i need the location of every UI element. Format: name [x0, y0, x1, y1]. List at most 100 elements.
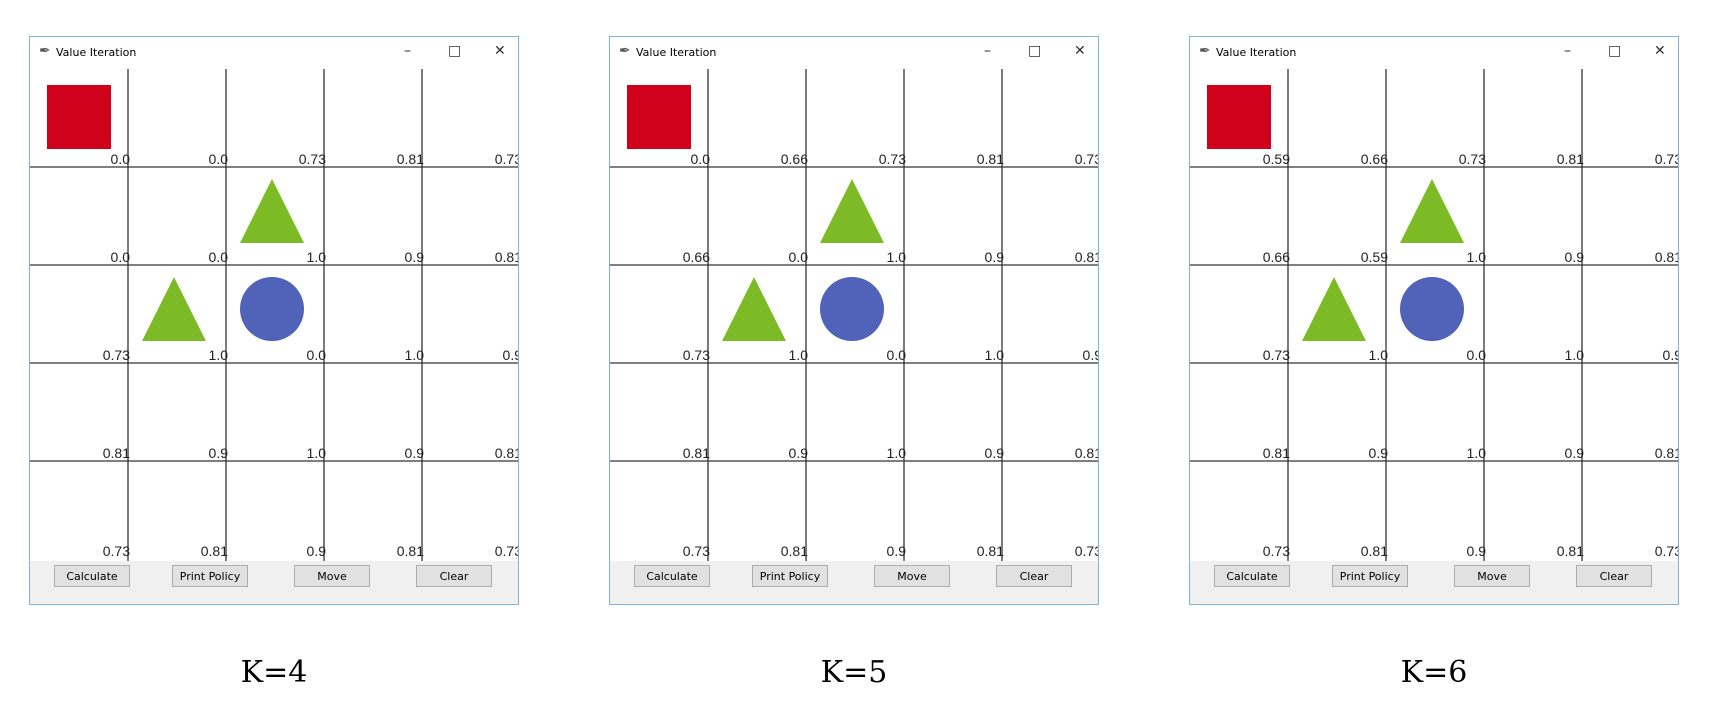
state-value: 0.0 [1467, 347, 1487, 363]
state-value: 0.73 [683, 543, 710, 559]
blue-circle [240, 277, 304, 341]
state-value: 0.9 [789, 445, 809, 461]
state-value: 0.81 [977, 543, 1004, 559]
state-value: 0.0 [789, 249, 809, 265]
button[interactable]: Calculate [1214, 565, 1290, 587]
state-value: 0.81 [201, 543, 228, 559]
state-value: 0.9 [985, 445, 1005, 461]
green-triangle [820, 179, 884, 243]
maximize-button[interactable]: □ [1608, 43, 1622, 59]
state-value: 0.0 [209, 249, 229, 265]
state-value: 0.81 [1557, 543, 1584, 559]
state-value: 0.73 [1459, 151, 1486, 167]
state-value: 1.0 [789, 347, 809, 363]
caption: K=6 [1400, 655, 1468, 690]
button[interactable]: Calculate [54, 565, 130, 587]
green-triangle [722, 277, 786, 341]
state-value: 0.73 [879, 151, 906, 167]
window-title: Value Iteration [1216, 46, 1297, 59]
red-square [1207, 85, 1271, 149]
state-value: 0.81 [1075, 445, 1099, 461]
minimize-button[interactable]: – [984, 43, 991, 59]
button[interactable]: Calculate [634, 565, 710, 587]
button[interactable]: Clear [416, 565, 492, 587]
button[interactable]: Move [1454, 565, 1530, 587]
state-value: 0.81 [397, 543, 424, 559]
maximize-button[interactable]: □ [1028, 43, 1042, 59]
state-value: 1.0 [307, 445, 327, 461]
grid-canvas: 0.0 0.0 0.73 0.81 0.73 0.0 0.0 1.0 0.9 0.81 0.73 1.… [30, 69, 519, 561]
state-value: 1.0 [1369, 347, 1389, 363]
minimize-button[interactable]: – [404, 43, 411, 59]
maximize-button[interactable]: □ [448, 43, 462, 59]
red-square [47, 85, 111, 149]
button-bar: Calculate Print Policy Move Clear [1190, 561, 1678, 604]
state-value: 0.73 [1655, 543, 1679, 559]
state-value: 0.73 [103, 543, 130, 559]
button[interactable]: Clear [996, 565, 1072, 587]
button[interactable]: Print Policy [172, 565, 248, 587]
state-value: 1.0 [1467, 445, 1487, 461]
state-value: 0.81 [495, 249, 519, 265]
title-bar: ✒ Value Iteration – □ ✕ [610, 37, 1098, 69]
state-value: 0.9 [1467, 543, 1487, 559]
state-value: 0.73 [103, 347, 130, 363]
close-button[interactable]: ✕ [1074, 43, 1086, 59]
state-value: 0.9 [1369, 445, 1389, 461]
state-value: 0.0 [691, 151, 711, 167]
blue-circle [820, 277, 884, 341]
state-value: 0.73 [1655, 151, 1679, 167]
button-bar: Calculate Print Policy Move Clear [610, 561, 1098, 604]
grid-canvas: 0.0 0.66 0.73 0.81 0.73 0.66 0.0 1.0 0.9 0.81 0.73… [610, 69, 1099, 561]
state-value: 1.0 [1565, 347, 1585, 363]
state-value: 0.73 [1075, 151, 1099, 167]
caption: K=5 [820, 655, 888, 690]
state-value: 0.9 [503, 347, 519, 363]
close-button[interactable]: ✕ [494, 43, 506, 59]
state-value: 0.81 [1361, 543, 1388, 559]
app-icon: ✒ [39, 43, 51, 59]
state-value: 0.73 [1075, 543, 1099, 559]
button[interactable]: Move [294, 565, 370, 587]
window: ✒ Value Iteration – □ ✕ 0.0 0.66 0.73 0.81 0.73 0.… [609, 36, 1099, 605]
state-value: 0.73 [1263, 543, 1290, 559]
state-value: 1.0 [887, 249, 907, 265]
button[interactable]: Move [874, 565, 950, 587]
state-value: 0.0 [307, 347, 327, 363]
caption: K=4 [240, 655, 308, 690]
state-value: 0.66 [1263, 249, 1290, 265]
state-value: 0.0 [887, 347, 907, 363]
state-value: 0.59 [1263, 151, 1290, 167]
state-value: 0.81 [103, 445, 130, 461]
state-value: 0.81 [495, 445, 519, 461]
minimize-button[interactable]: – [1564, 43, 1571, 59]
state-value: 0.81 [1075, 249, 1099, 265]
button[interactable]: Clear [1576, 565, 1652, 587]
state-value: 0.0 [209, 151, 229, 167]
close-button[interactable]: ✕ [1654, 43, 1666, 59]
state-value: 1.0 [887, 445, 907, 461]
state-value: 0.73 [299, 151, 326, 167]
state-value: 0.9 [307, 543, 327, 559]
window: ✒ Value Iteration – □ ✕ 0.0 0.0 0.73 0.81 0.73 0.0… [29, 36, 519, 605]
state-value: 0.9 [405, 445, 425, 461]
button[interactable]: Print Policy [752, 565, 828, 587]
green-triangle [1400, 179, 1464, 243]
state-value: 0.9 [887, 543, 907, 559]
window-title: Value Iteration [56, 46, 137, 59]
blue-circle [1400, 277, 1464, 341]
state-value: 0.0 [111, 249, 131, 265]
state-value: 0.73 [683, 347, 710, 363]
state-value: 1.0 [209, 347, 229, 363]
green-triangle [240, 179, 304, 243]
state-value: 0.66 [683, 249, 710, 265]
state-value: 1.0 [405, 347, 425, 363]
state-value: 0.66 [781, 151, 808, 167]
red-square [627, 85, 691, 149]
state-value: 0.9 [405, 249, 425, 265]
button[interactable]: Print Policy [1332, 565, 1408, 587]
state-value: 1.0 [985, 347, 1005, 363]
state-value: 0.9 [1565, 249, 1585, 265]
title-bar: ✒ Value Iteration – □ ✕ [30, 37, 518, 69]
button-bar: Calculate Print Policy Move Clear [30, 561, 518, 604]
